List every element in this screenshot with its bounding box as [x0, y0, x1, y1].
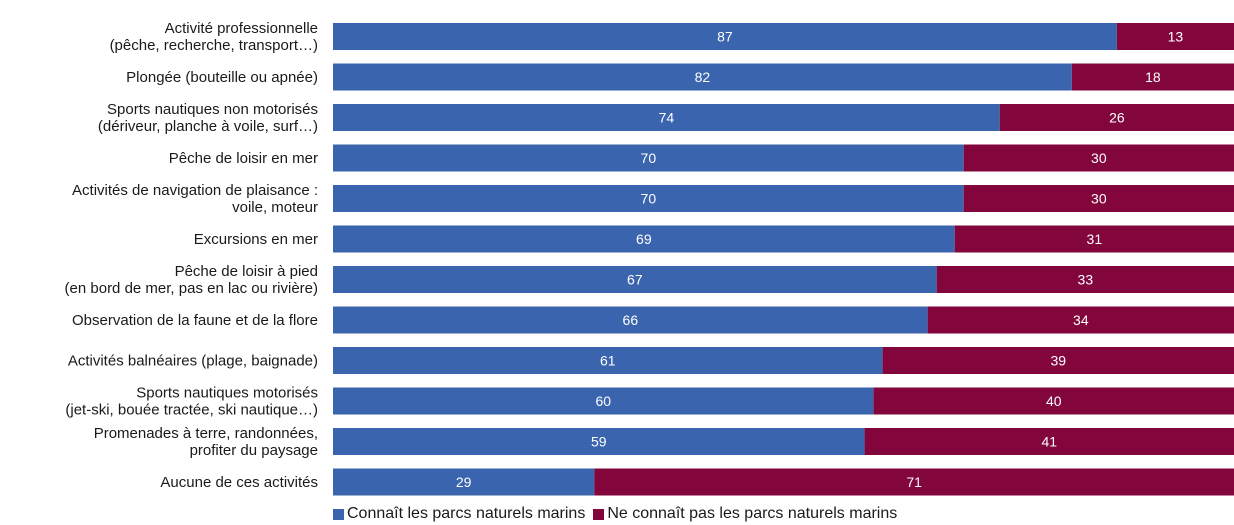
value-label-does-not-know-promenades-a-terre-randonnees-profiter-d: 41	[1042, 434, 1058, 450]
stacked-bar-chart: Activité professionnelle (pêche, recherch…	[65, 20, 1234, 496]
bar-knows-activites-de-navigation-de-plaisance-voi	[333, 185, 964, 212]
bar-does-not-know-activites-balneaires-plage-baignade	[882, 347, 1234, 374]
category-label-activites-balneaires-plage-baignade: Activités balnéaires (plage, baignade)	[68, 353, 318, 370]
value-label-knows-excursions-en-mer: 69	[636, 231, 652, 247]
legend-swatch-does-not-know	[593, 508, 605, 520]
bar-does-not-know-peche-de-loisir-en-mer	[963, 144, 1234, 172]
value-label-does-not-know-sports-nautiques-motorises-jet-ski-bouee: 40	[1046, 393, 1062, 409]
value-label-does-not-know-peche-de-loisir-a-pied-en-bord-de-mer-pa: 33	[1078, 272, 1094, 288]
value-label-does-not-know-activites-de-navigation-de-plaisance-voi: 30	[1091, 191, 1107, 207]
bar-knows-excursions-en-mer	[333, 225, 955, 253]
bar-does-not-know-peche-de-loisir-a-pied-en-bord-de-mer-pa	[936, 266, 1234, 293]
category-label-excursions-en-mer: Excursions en mer	[194, 231, 318, 248]
bar-does-not-know-observation-de-la-faune-et-de-la-flore	[927, 306, 1234, 334]
value-label-does-not-know-plongee-bouteille-ou-apnee: 18	[1145, 69, 1161, 85]
bar-does-not-know-aucune-de-ces-activites	[594, 468, 1234, 496]
category-label-peche-de-loisir-en-mer: Pêche de loisir en mer	[169, 150, 318, 167]
legend-swatch-knows	[333, 508, 344, 520]
bar-knows-activites-balneaires-plage-baignade	[333, 347, 883, 374]
category-label-activites-de-navigation-de-plaisance-voi: Activités de navigation de plaisance : vo…	[72, 182, 318, 216]
bar-does-not-know-promenades-a-terre-randonnees-profiter-d	[864, 428, 1234, 455]
value-label-does-not-know-activites-balneaires-plage-baignade: 39	[1051, 353, 1067, 369]
value-label-knows-peche-de-loisir-en-mer: 70	[641, 150, 657, 166]
category-label-aucune-de-ces-activites: Aucune de ces activités	[160, 474, 318, 491]
legend-label-knows: Connaît les parcs naturels marins	[347, 505, 586, 522]
bar-knows-peche-de-loisir-a-pied-en-bord-de-mer-pa	[333, 266, 937, 293]
legend-item-does-not-know: Ne connaît pas les parcs naturels marins	[593, 505, 897, 523]
bar-knows-activite-professionnelle-peche-recherche	[333, 23, 1117, 50]
category-label-sports-nautiques-non-motorises-deriveur-: Sports nautiques non motorisés (dériveur,…	[98, 101, 318, 135]
category-label-activite-professionnelle-peche-recherche: Activité professionnelle (pêche, recherch…	[110, 20, 318, 54]
bar-knows-sports-nautiques-non-motorises-deriveur-	[333, 104, 1000, 131]
legend-item-knows: Connaît les parcs naturels marins	[333, 505, 585, 523]
bar-does-not-know-excursions-en-mer	[954, 225, 1234, 253]
value-label-does-not-know-activite-professionnelle-peche-recherche: 13	[1168, 29, 1184, 45]
value-label-knows-plongee-bouteille-ou-apnee: 82	[695, 69, 711, 85]
bar-knows-promenades-a-terre-randonnees-profiter-d	[333, 428, 865, 455]
value-label-knows-peche-de-loisir-a-pied-en-bord-de-mer-pa: 67	[627, 272, 643, 288]
bar-does-not-know-activites-de-navigation-de-plaisance-voi	[963, 185, 1234, 212]
value-label-knows-aucune-de-ces-activites: 29	[456, 474, 472, 490]
value-label-does-not-know-peche-de-loisir-en-mer: 30	[1091, 150, 1107, 166]
value-label-knows-activites-de-navigation-de-plaisance-voi: 70	[641, 191, 657, 207]
value-label-knows-sports-nautiques-motorises-jet-ski-bouee: 60	[596, 393, 612, 409]
value-label-knows-observation-de-la-faune-et-de-la-flore: 66	[623, 312, 639, 328]
value-label-knows-activite-professionnelle-peche-recherche: 87	[717, 29, 733, 45]
category-label-observation-de-la-faune-et-de-la-flore: Observation de la faune et de la flore	[72, 312, 318, 329]
bar-does-not-know-plongee-bouteille-ou-apnee	[1071, 63, 1234, 91]
value-label-knows-sports-nautiques-non-motorises-deriveur-: 74	[659, 110, 675, 126]
value-label-does-not-know-observation-de-la-faune-et-de-la-flore: 34	[1073, 312, 1089, 328]
legend: Connaît les parcs naturels marins Ne con…	[333, 505, 905, 523]
value-label-does-not-know-excursions-en-mer: 31	[1087, 231, 1103, 247]
bar-knows-plongee-bouteille-ou-apnee	[333, 63, 1072, 91]
value-label-does-not-know-aucune-de-ces-activites: 71	[906, 474, 922, 490]
value-label-does-not-know-sports-nautiques-non-motorises-deriveur-: 26	[1109, 110, 1125, 126]
category-label-peche-de-loisir-a-pied-en-bord-de-mer-pa: Pêche de loisir à pied (en bord de mer, p…	[65, 263, 318, 297]
category-label-plongee-bouteille-ou-apnee: Plongée (bouteille ou apnée)	[126, 69, 318, 86]
bar-knows-sports-nautiques-motorises-jet-ski-bouee	[333, 387, 874, 415]
category-label-promenades-a-terre-randonnees-profiter-d: Promenades à terre, randonnées, profiter …	[94, 425, 318, 459]
legend-label-does-not-know: Ne connaît pas les parcs naturels marins	[607, 505, 898, 522]
bar-knows-aucune-de-ces-activites	[333, 468, 595, 496]
value-label-knows-promenades-a-terre-randonnees-profiter-d: 59	[591, 434, 607, 450]
bar-does-not-know-sports-nautiques-non-motorises-deriveur-	[999, 104, 1234, 131]
bar-knows-observation-de-la-faune-et-de-la-flore	[333, 306, 928, 334]
bar-does-not-know-activite-professionnelle-peche-recherche	[1116, 23, 1234, 50]
bar-does-not-know-sports-nautiques-motorises-jet-ski-bouee	[873, 387, 1234, 415]
bar-knows-peche-de-loisir-en-mer	[333, 144, 964, 172]
category-label-sports-nautiques-motorises-jet-ski-bouee: Sports nautiques motorisés (jet-ski, boué…	[65, 385, 318, 419]
value-label-knows-activites-balneaires-plage-baignade: 61	[600, 353, 616, 369]
